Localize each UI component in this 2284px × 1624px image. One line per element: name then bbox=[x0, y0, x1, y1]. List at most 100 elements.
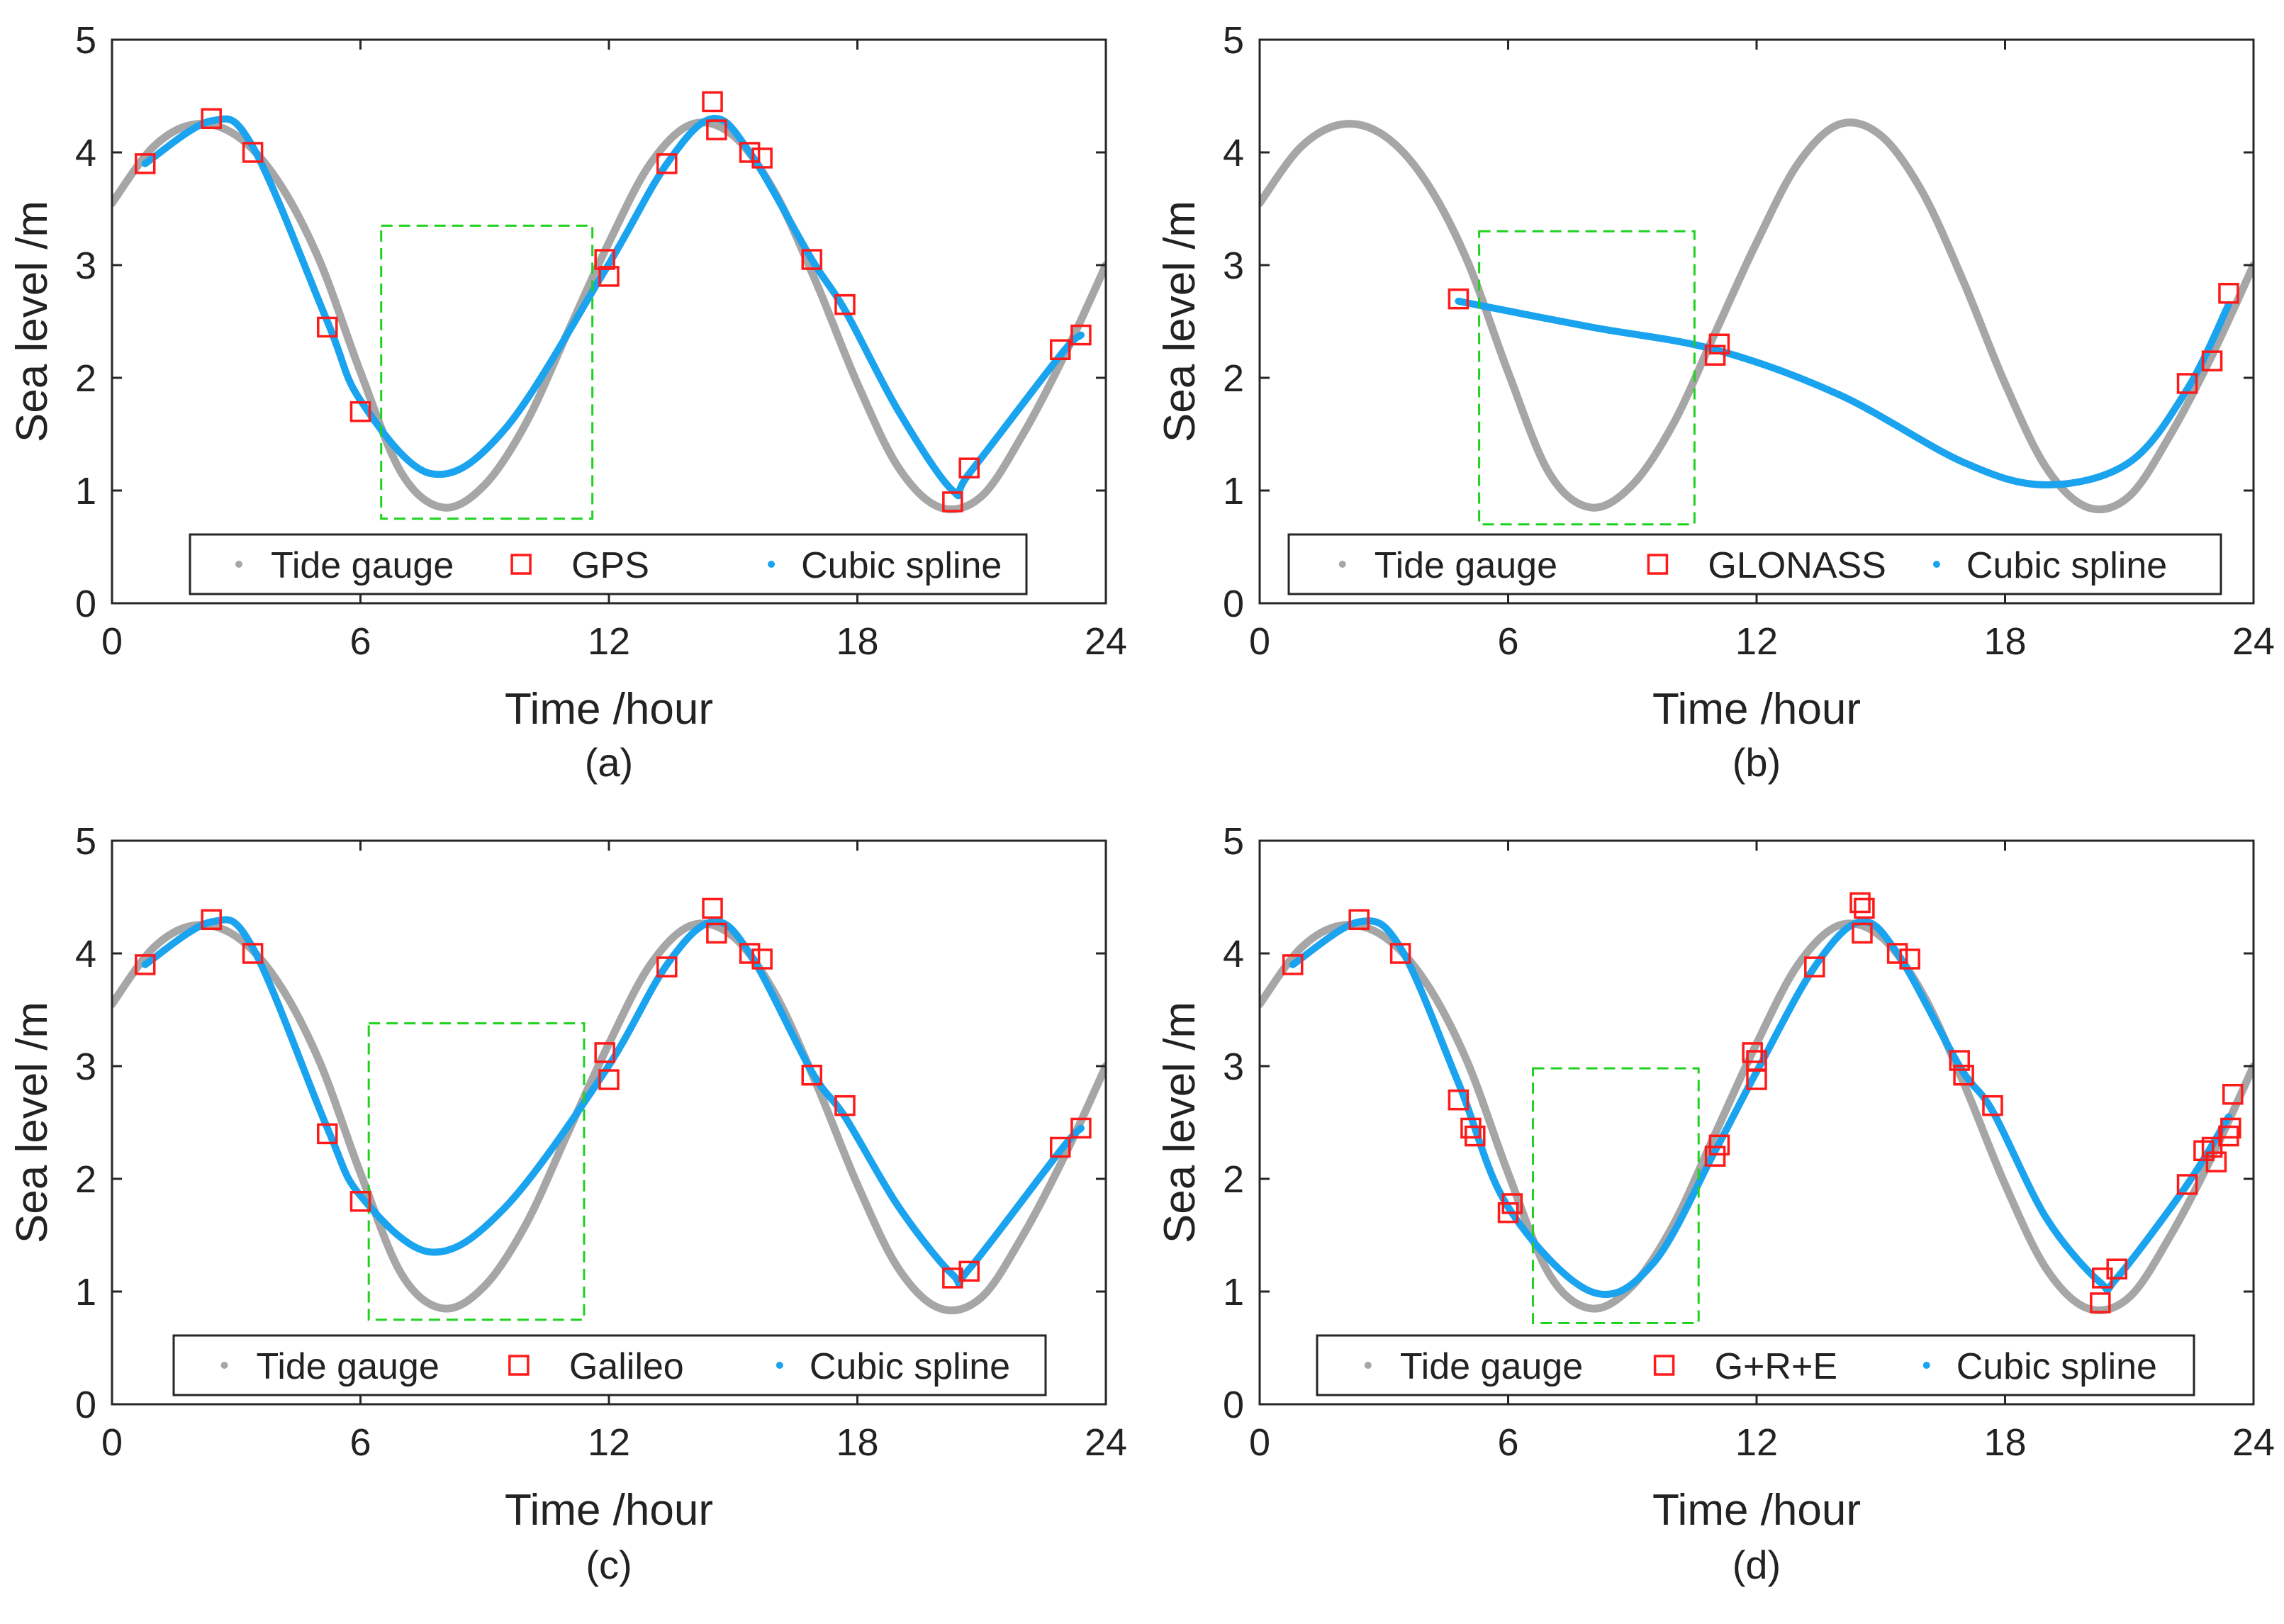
legend-tide-gauge-label: Tide gauge bbox=[1400, 1346, 1583, 1387]
y-tick-label: 1 bbox=[75, 470, 96, 513]
x-tick-label: 0 bbox=[1249, 620, 1270, 663]
observation-marker bbox=[1465, 1125, 1486, 1147]
plot-content bbox=[112, 897, 1106, 1321]
legend-box bbox=[1316, 1334, 2195, 1396]
x-tick-label: 0 bbox=[1249, 1421, 1270, 1464]
observation-marker bbox=[958, 457, 980, 478]
panel-caption: (a) bbox=[585, 740, 633, 785]
observation-marker bbox=[598, 1069, 620, 1090]
observation-marker bbox=[751, 948, 773, 970]
y-tick-label: 5 bbox=[1223, 820, 1244, 863]
observation-marker bbox=[706, 922, 727, 944]
y-tick-label: 0 bbox=[75, 583, 96, 625]
legend-spline-symbol bbox=[776, 1362, 783, 1369]
x-tick-label: 24 bbox=[1085, 620, 1127, 663]
observation-marker bbox=[1460, 1117, 1482, 1139]
observation-marker bbox=[1448, 288, 1470, 310]
observation-marker bbox=[1448, 1089, 1470, 1111]
observation-marker bbox=[739, 943, 761, 964]
x-tick-label: 24 bbox=[2232, 620, 2275, 663]
plot-content bbox=[1260, 118, 2254, 526]
y-tick-label: 3 bbox=[1223, 245, 1244, 287]
plot-content bbox=[1260, 892, 2254, 1325]
observation-marker bbox=[1953, 1064, 1974, 1086]
legend-tide-gauge-symbol bbox=[1338, 561, 1346, 568]
legend-observation-label: Galileo bbox=[569, 1346, 684, 1387]
x-axis-label: Time /hour bbox=[505, 1486, 713, 1535]
legend-tide-gauge-symbol bbox=[220, 1362, 228, 1369]
observation-marker bbox=[1070, 324, 1092, 346]
observation-marker bbox=[702, 897, 723, 919]
observation-marker bbox=[1849, 892, 1871, 914]
x-tick-label: 6 bbox=[349, 1421, 371, 1464]
observation-marker bbox=[1854, 897, 1875, 919]
legend: Tide gauge GPS Cubic spline bbox=[189, 533, 1028, 595]
x-tick-label: 6 bbox=[349, 620, 371, 663]
legend-observation-label: GLONASS bbox=[1708, 545, 1886, 586]
legend-tide-gauge-label: Tide gauge bbox=[271, 545, 454, 586]
observation-marker bbox=[1049, 339, 1071, 360]
gap-box bbox=[367, 1022, 586, 1321]
legend-spline-symbol bbox=[1932, 561, 1940, 568]
observation-marker bbox=[942, 491, 963, 513]
observation-marker bbox=[958, 1260, 980, 1282]
panel-caption: (b) bbox=[1732, 740, 1781, 785]
observation-marker bbox=[1886, 943, 1908, 964]
x-tick-label: 0 bbox=[101, 1421, 123, 1464]
observation-marker bbox=[242, 142, 264, 163]
x-tick-label: 12 bbox=[1735, 1421, 1778, 1464]
legend-tide-gauge-symbol bbox=[235, 561, 242, 568]
observation-marker bbox=[201, 909, 222, 931]
observation-marker bbox=[942, 1267, 963, 1289]
observation-marker bbox=[739, 142, 761, 163]
legend-spline-label: Cubic spline bbox=[810, 1346, 1010, 1387]
observation-marker bbox=[751, 147, 773, 169]
observation-marker bbox=[2106, 1258, 2127, 1279]
y-axis-label: Sea level /m bbox=[8, 1002, 57, 1243]
legend-observation-label: GPS bbox=[571, 545, 649, 586]
observation-marker bbox=[1804, 956, 1825, 978]
x-tick-label: 6 bbox=[1497, 620, 1518, 663]
observation-marker bbox=[349, 1191, 371, 1212]
observation-marker bbox=[834, 293, 856, 315]
y-tick-label: 5 bbox=[75, 19, 96, 62]
observation-marker bbox=[801, 1064, 822, 1086]
legend-box bbox=[1287, 533, 2222, 595]
observation-marker bbox=[2220, 1117, 2241, 1139]
observation-marker bbox=[656, 153, 678, 174]
plot-area bbox=[1260, 841, 2254, 1404]
y-tick-label: 0 bbox=[1223, 583, 1244, 625]
observation-marker bbox=[656, 956, 678, 978]
observation-marker bbox=[1704, 345, 1726, 366]
legend-spline-symbol bbox=[1922, 1362, 1930, 1369]
y-tick-label: 4 bbox=[1223, 132, 1244, 174]
x-axis-label: Time /hour bbox=[505, 685, 713, 734]
y-axis-label: Sea level /m bbox=[1155, 1002, 1204, 1243]
observation-marker bbox=[1049, 1136, 1071, 1158]
legend-tide-gauge-symbol bbox=[1364, 1362, 1372, 1369]
observation-marker bbox=[801, 249, 822, 270]
x-tick-label: 18 bbox=[836, 620, 878, 663]
observation-marker bbox=[1704, 1146, 1726, 1167]
observation-marker bbox=[834, 1094, 856, 1116]
cubic-spline-line bbox=[141, 115, 1085, 500]
x-tick-label: 18 bbox=[836, 1421, 878, 1464]
y-tick-label: 2 bbox=[1223, 357, 1244, 400]
y-tick-label: 1 bbox=[1223, 1271, 1244, 1314]
observation-marker bbox=[1899, 948, 1920, 970]
y-tick-label: 1 bbox=[75, 1271, 96, 1314]
observation-marker bbox=[1070, 1117, 1092, 1139]
observation-marker bbox=[2218, 1125, 2239, 1147]
observation-marker bbox=[1982, 1094, 2003, 1116]
legend-observation-label: G+R+E bbox=[1715, 1346, 1837, 1387]
observation-marker bbox=[706, 119, 727, 140]
observation-marker bbox=[2176, 1174, 2198, 1195]
observation-marker bbox=[702, 91, 723, 113]
plot-content bbox=[112, 91, 1106, 520]
gap-box bbox=[1478, 230, 1696, 526]
y-tick-label: 4 bbox=[1223, 933, 1244, 975]
